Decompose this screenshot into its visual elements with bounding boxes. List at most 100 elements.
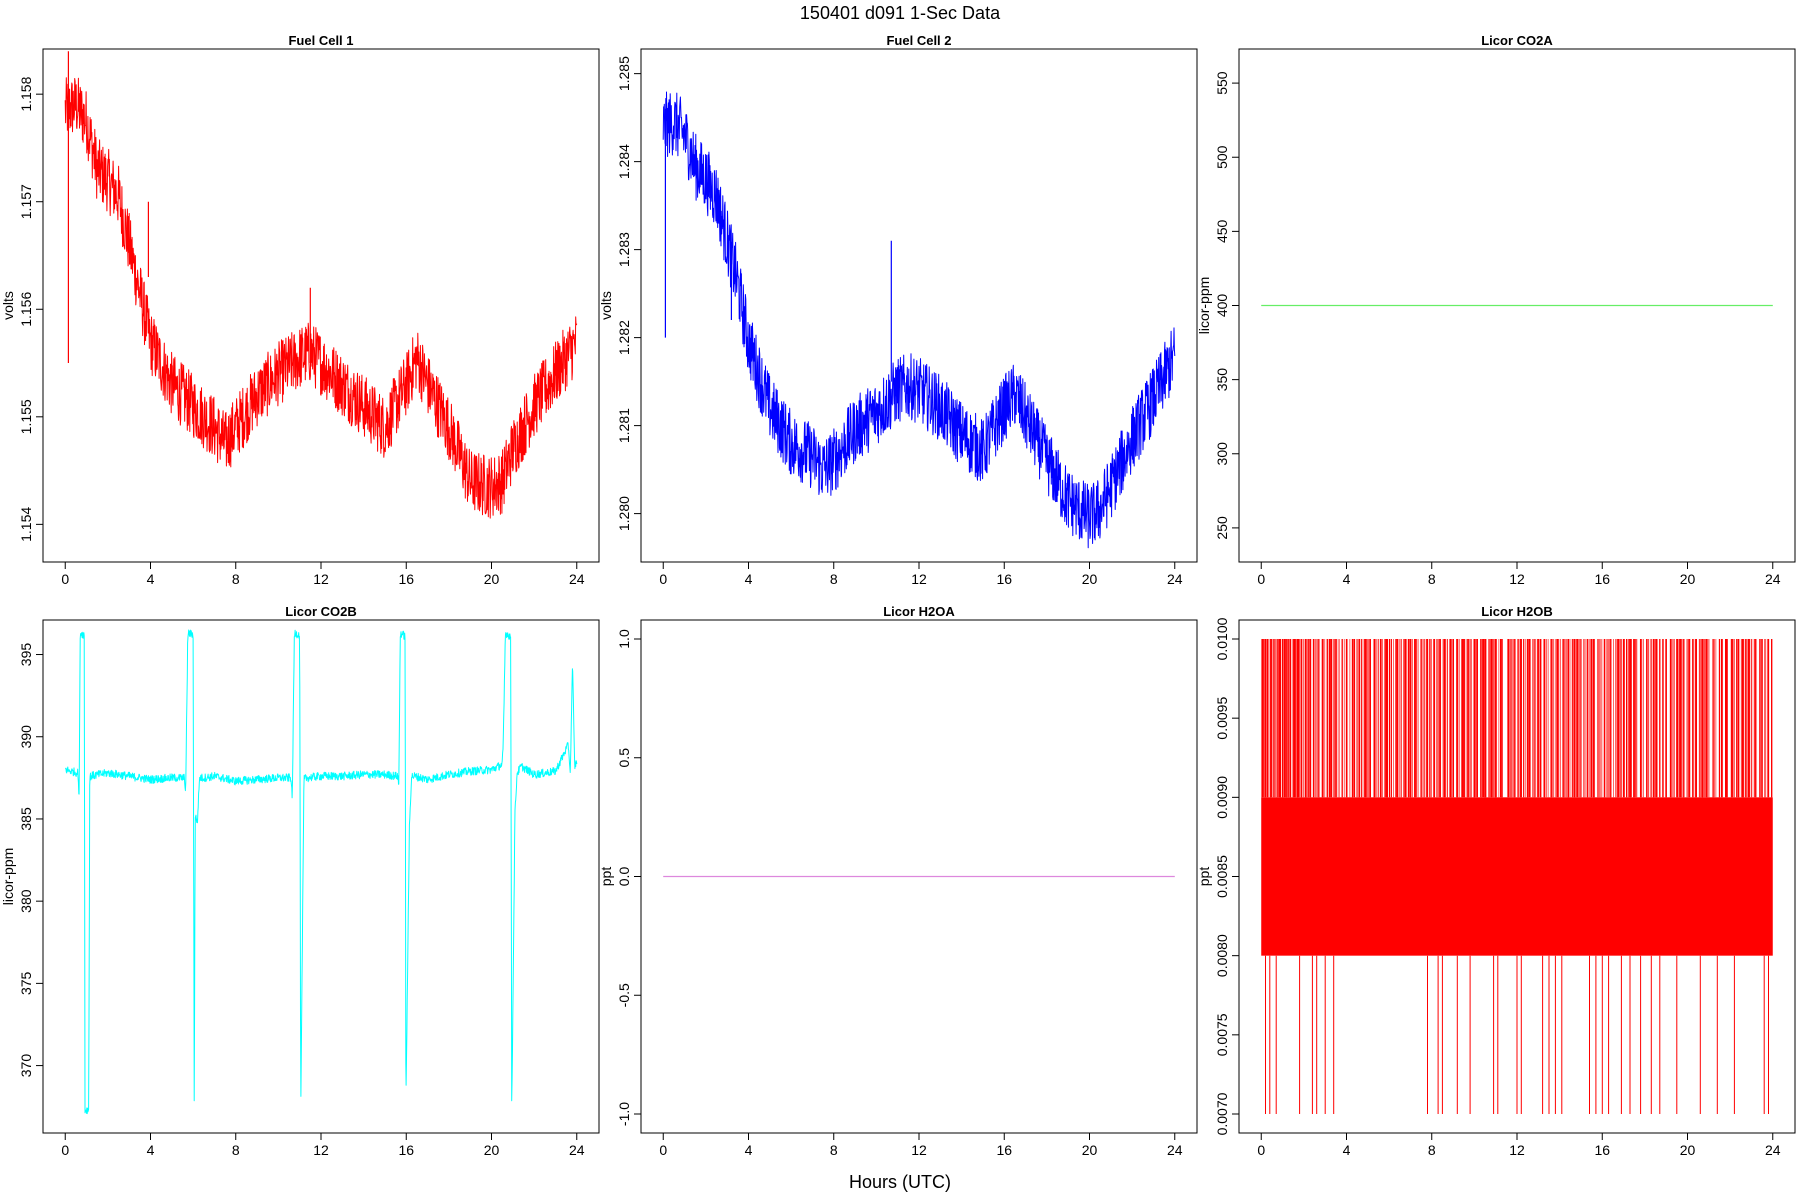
y-tick-label: 1.285	[616, 56, 632, 91]
y-tick-label: 0.0100	[1214, 617, 1230, 660]
x-tick-label: 24	[1765, 1142, 1781, 1158]
y-tick-label: 1.156	[18, 292, 34, 327]
lower-spikes	[1265, 955, 1769, 1114]
y-tick-label: 380	[18, 889, 34, 913]
x-tick-label: 16	[398, 571, 414, 587]
y-tick-label: -1.0	[616, 1102, 632, 1126]
panel-title: Fuel Cell 1	[288, 33, 353, 48]
panels-container: Fuel Cell 1 volts 0 4 8 12 16 20 24 1.154 1.155 1.1…	[0, 33, 1796, 1158]
series-group	[64, 629, 578, 1115]
panel-4: Licor H2OA ppt 0 4 8 12 16 20 24 -1.0 -0.5 0.0 0.5 1.…	[598, 604, 1198, 1158]
y-tick-label: 370	[18, 1054, 34, 1078]
series-group	[662, 91, 1176, 549]
panel-title: Fuel Cell 2	[886, 33, 951, 48]
y-tick-label: 550	[1214, 71, 1230, 95]
y-tick-label: 0.0095	[1214, 697, 1230, 740]
x-tick-label: 20	[1082, 1142, 1098, 1158]
x-tick-label: 12	[911, 1142, 927, 1158]
x-tick-label: 20	[1680, 1142, 1696, 1158]
x-tick-label: 16	[1594, 571, 1610, 587]
x-tick-label: 8	[232, 1142, 240, 1158]
series-line	[64, 629, 578, 1115]
series-line	[662, 91, 1176, 549]
x-tick-label: 12	[313, 1142, 329, 1158]
y-tick-label: 0.0	[616, 867, 632, 887]
y-tick-label: 1.281	[616, 408, 632, 443]
series-spikes	[664, 108, 892, 382]
y-tick-label: 0.0080	[1214, 934, 1230, 977]
y-tick-label: 375	[18, 971, 34, 995]
panel-title: Licor H2OA	[883, 604, 955, 619]
y-tick-label: 500	[1214, 145, 1230, 169]
y-tick-label: 395	[18, 643, 34, 667]
panel-2: Licor CO2A licor-ppm 0 4 8 12 16 20 24 250 300 350 4…	[1196, 33, 1796, 587]
data-band	[1261, 797, 1773, 956]
y-tick-label: 1.280	[616, 496, 632, 531]
figure-xlabel: Hours (UTC)	[849, 1172, 951, 1192]
y-tick-label: -0.5	[616, 983, 632, 1007]
x-tick-label: 0	[61, 1142, 69, 1158]
x-tick-label: 8	[830, 571, 838, 587]
x-tick-label: 16	[398, 1142, 414, 1158]
x-tick-label: 24	[569, 571, 585, 587]
panel-1: Fuel Cell 2 volts 0 4 8 12 16 20 24 1.280 1.281 1.2…	[598, 33, 1198, 587]
y-axis-label: licor-ppm	[1196, 277, 1212, 335]
panel-3: Licor CO2B licor-ppm 0 4 8 12 16 20 24 370 375 380 3…	[0, 604, 600, 1158]
x-tick-label: 24	[569, 1142, 585, 1158]
y-tick-label: 1.155	[18, 399, 34, 434]
x-tick-label: 20	[484, 1142, 500, 1158]
panel-5: Licor H2OB ppt 0 4 8 12 16 20 24 0.0070 0.0075 0.00…	[1196, 604, 1796, 1158]
x-tick-label: 24	[1167, 1142, 1183, 1158]
x-tick-label: 8	[1428, 1142, 1436, 1158]
y-tick-label: 0.0070	[1214, 1092, 1230, 1135]
x-tick-label: 4	[745, 1142, 753, 1158]
panel-title: Licor CO2A	[1481, 33, 1553, 48]
y-axis-label: licor-ppm	[0, 848, 16, 906]
y-tick-label: 1.154	[18, 507, 34, 542]
x-tick-label: 0	[61, 571, 69, 587]
x-tick-label: 24	[1167, 571, 1183, 587]
y-tick-label: 1.284	[616, 144, 632, 179]
x-tick-label: 12	[911, 571, 927, 587]
x-tick-label: 12	[1509, 1142, 1525, 1158]
y-axis-label: ppt	[1196, 867, 1212, 887]
y-tick-label: 1.158	[18, 76, 34, 111]
y-tick-label: 385	[18, 807, 34, 831]
y-axis-label: volts	[598, 291, 614, 320]
x-tick-label: 0	[659, 1142, 667, 1158]
x-tick-label: 20	[484, 571, 500, 587]
y-tick-label: 0.0085	[1214, 855, 1230, 898]
figure-title: 150401 d091 1-Sec Data	[800, 3, 1001, 23]
y-tick-label: 350	[1214, 368, 1230, 392]
x-tick-label: 0	[1257, 1142, 1265, 1158]
x-tick-label: 4	[1343, 1142, 1351, 1158]
x-tick-label: 0	[659, 571, 667, 587]
x-tick-label: 8	[1428, 571, 1436, 587]
y-tick-label: 1.283	[616, 232, 632, 267]
panel-0: Fuel Cell 1 volts 0 4 8 12 16 20 24 1.154 1.155 1.1…	[0, 33, 600, 587]
y-tick-label: 1.157	[18, 184, 34, 219]
x-tick-label: 20	[1082, 571, 1098, 587]
y-tick-label: 0.5	[616, 748, 632, 768]
y-axis-label: volts	[0, 291, 16, 320]
x-tick-label: 12	[313, 571, 329, 587]
y-axis-label: ppt	[598, 867, 614, 887]
y-tick-label: 400	[1214, 294, 1230, 318]
x-tick-label: 16	[996, 1142, 1012, 1158]
y-tick-label: 0.0090	[1214, 776, 1230, 819]
x-tick-label: 4	[745, 571, 753, 587]
x-tick-label: 16	[996, 571, 1012, 587]
series-group	[1261, 639, 1773, 1114]
y-tick-label: 390	[18, 725, 34, 749]
x-tick-label: 24	[1765, 571, 1781, 587]
x-tick-label: 8	[232, 571, 240, 587]
x-tick-label: 16	[1594, 1142, 1610, 1158]
x-tick-label: 4	[1343, 571, 1351, 587]
y-tick-label: 1.282	[616, 320, 632, 355]
x-tick-label: 4	[147, 571, 155, 587]
series-spikes	[67, 51, 311, 363]
panel-title: Licor CO2B	[285, 604, 357, 619]
x-tick-label: 4	[147, 1142, 155, 1158]
